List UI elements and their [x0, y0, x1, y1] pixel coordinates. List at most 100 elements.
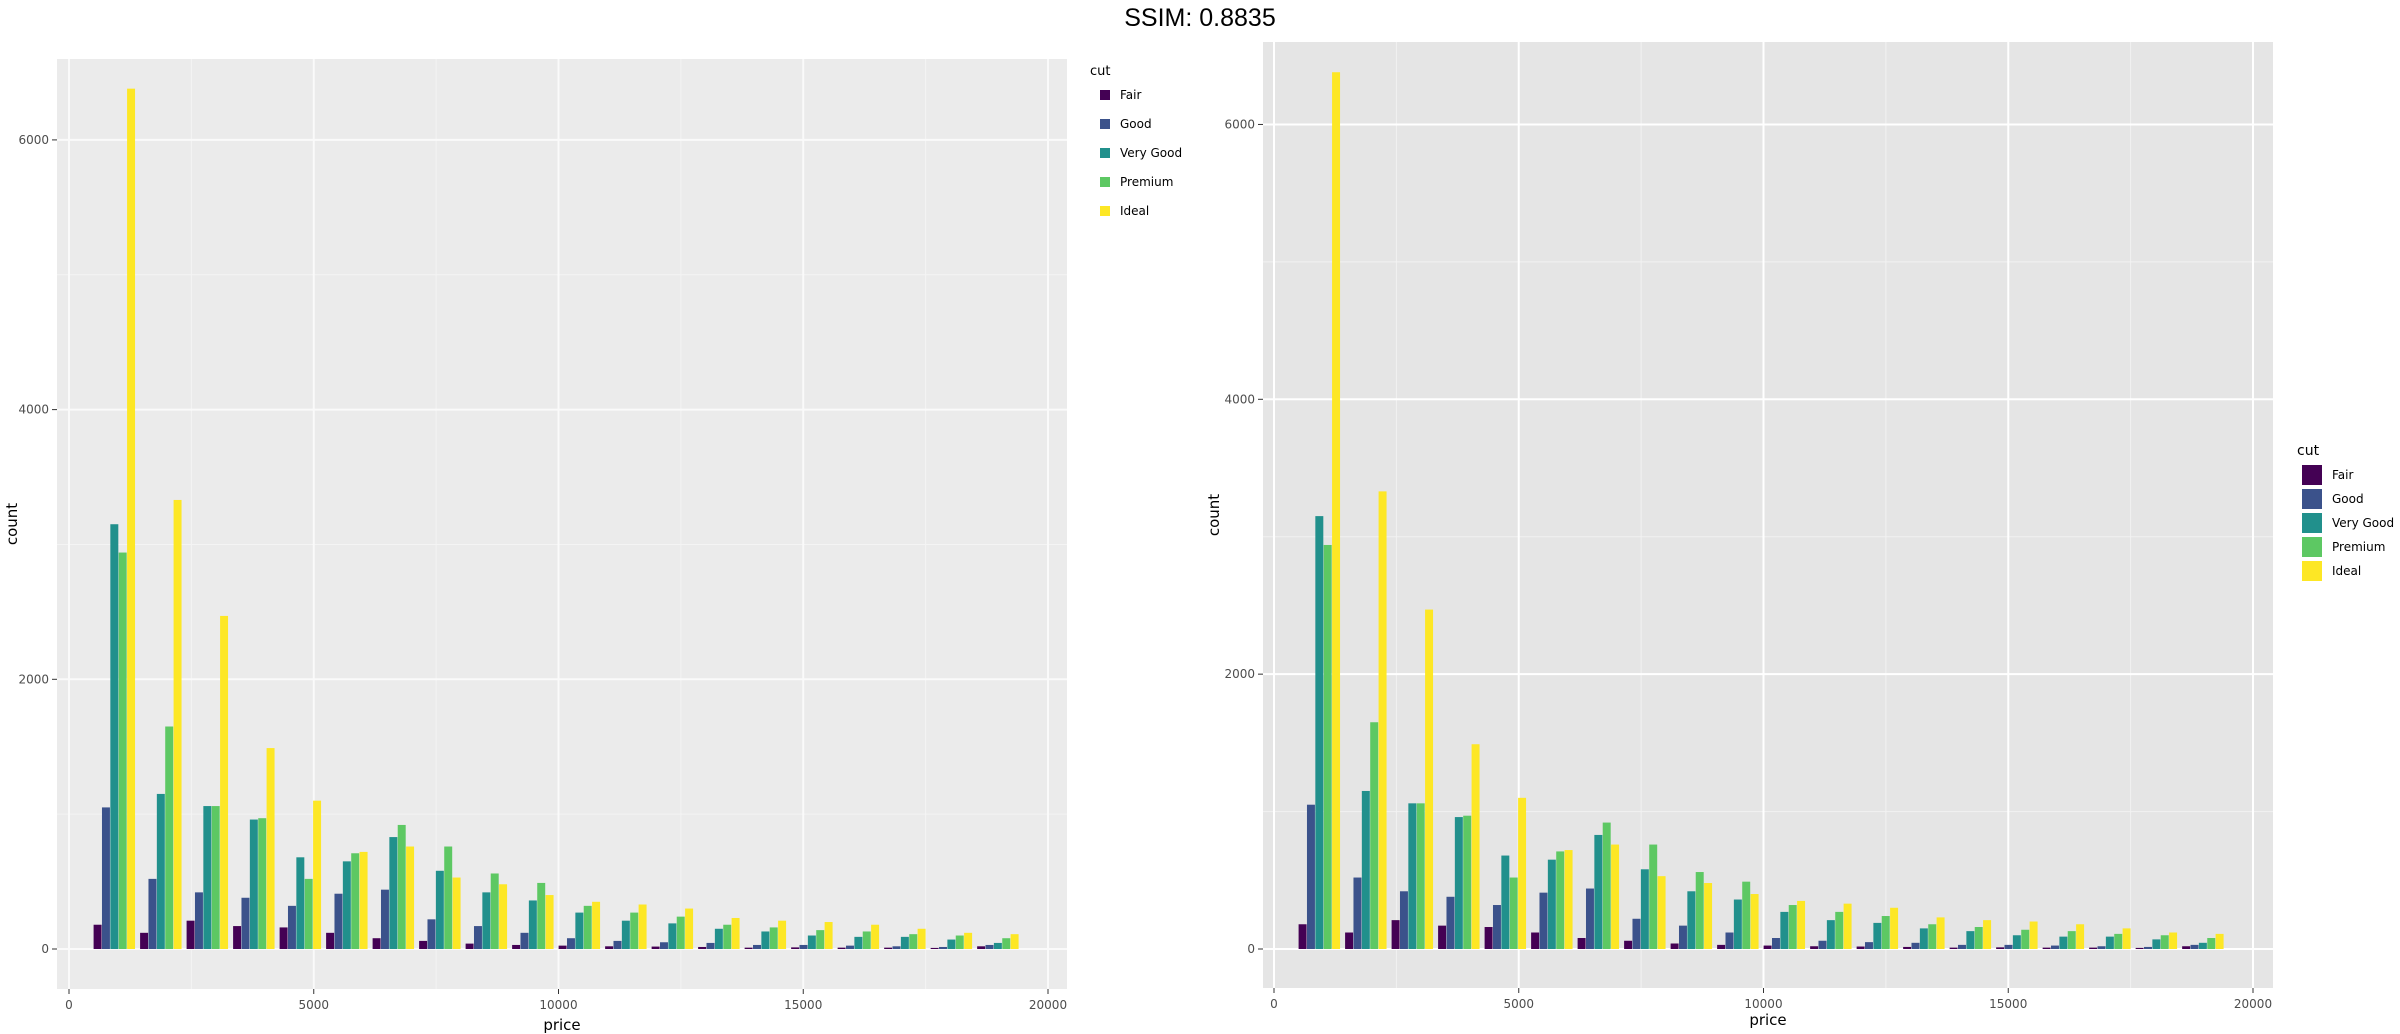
bar-ideal	[1518, 797, 1527, 949]
bar-good	[2051, 945, 2059, 949]
bar-fair	[1577, 938, 1586, 949]
bar-ideal	[1564, 850, 1573, 949]
bar-ideal	[1471, 744, 1480, 949]
legend-key	[2302, 537, 2322, 557]
bar-fair	[1670, 943, 1679, 949]
bar-fair	[1298, 924, 1307, 949]
bar-ideal	[1657, 876, 1666, 949]
y-tick-label: 2000	[18, 672, 49, 686]
bar-fair	[2042, 947, 2051, 949]
bar-ideal	[1797, 900, 1806, 949]
bar-very-good	[2012, 935, 2021, 949]
bar-premium	[490, 873, 499, 949]
bar-very-good	[761, 931, 770, 949]
bar-premium	[351, 853, 360, 949]
legend-key	[2302, 489, 2322, 509]
bar-good	[799, 944, 808, 949]
bar-fair	[279, 927, 288, 949]
bar-fair	[2135, 947, 2144, 949]
bar-premium	[1649, 844, 1658, 949]
bar-good	[892, 946, 901, 949]
bar-very-good	[1361, 790, 1370, 949]
bar-fair	[512, 944, 521, 949]
bar-fair	[1624, 940, 1633, 949]
bar-premium	[2114, 933, 2123, 949]
bar-ideal	[127, 88, 136, 949]
bar-very-good	[714, 928, 723, 949]
bar-ideal	[1010, 934, 1019, 949]
bar-good	[566, 938, 575, 949]
bar-fair	[1996, 947, 2005, 949]
bar-fair	[465, 943, 474, 949]
x-tick-label: 5000	[1503, 997, 1534, 1011]
legend-key	[1100, 90, 1110, 100]
bar-premium	[1002, 938, 1011, 949]
bar-premium	[909, 934, 918, 949]
bar-premium	[165, 726, 174, 949]
bar-good	[1306, 804, 1315, 949]
bar-fair	[1345, 932, 1354, 949]
x-tick-label: 20000	[1029, 998, 1067, 1012]
bar-good	[1958, 944, 1966, 949]
bar-good	[520, 932, 529, 949]
bar-good	[1632, 918, 1641, 949]
bar-premium	[2160, 935, 2169, 949]
bar-premium	[1370, 722, 1379, 949]
x-axis-ticks: 0 5000 10000 15000 20000	[1270, 988, 2272, 1011]
bar-ideal	[685, 908, 694, 949]
bar-ideal	[220, 615, 229, 949]
bar-premium	[211, 806, 220, 949]
bar-ideal	[2169, 932, 2178, 949]
bar-good	[2004, 944, 2013, 949]
bar-ideal	[359, 851, 368, 949]
bar-very-good	[1687, 891, 1696, 949]
bar-good	[1446, 896, 1455, 949]
bar-very-good	[1919, 928, 1928, 949]
bar-fair	[186, 920, 195, 949]
y-tick-label: 6000	[18, 133, 49, 147]
bar-fair	[698, 946, 707, 949]
bar-ideal	[266, 748, 275, 949]
y-axis-title: count	[3, 503, 21, 545]
bar-good	[1725, 932, 1734, 949]
bar-very-good	[296, 857, 305, 949]
bar-ideal	[964, 932, 973, 949]
bar-premium	[1928, 924, 1937, 949]
bar-ideal	[2122, 928, 2131, 949]
legend-label: Ideal	[1120, 204, 1149, 218]
bar-fair	[651, 946, 660, 949]
bar-premium	[676, 916, 685, 949]
bar-very-good	[854, 936, 863, 949]
bar-ideal	[731, 917, 740, 949]
bar-good	[1539, 892, 1548, 949]
bar-ideal	[778, 920, 787, 949]
x-tick-label: 5000	[298, 998, 329, 1012]
bar-good	[101, 807, 110, 949]
bar-premium	[1323, 544, 1332, 949]
bar-premium	[1974, 927, 1983, 949]
bar-ideal	[1611, 844, 1620, 949]
y-tick-label: 0	[1247, 942, 1255, 956]
legend: cut Fair Good Very Good Premium Ideal	[2297, 443, 2394, 581]
y-axis-ticks: 0 2000 4000 6000	[1224, 117, 1263, 956]
bar-fair	[233, 926, 242, 949]
y-axis-ticks: 0 2000 4000 6000	[18, 133, 57, 956]
bar-good	[1353, 877, 1362, 949]
bar-good	[1678, 925, 1687, 949]
bar-very-good	[900, 936, 909, 949]
legend-label: Good	[1120, 117, 1152, 131]
bar-ideal	[1936, 917, 1945, 949]
bar-very-good	[342, 861, 351, 949]
bar-fair	[419, 940, 428, 949]
y-axis-title: count	[1205, 494, 1223, 536]
bar-very-good	[1454, 817, 1463, 949]
bar-fair	[1949, 947, 1958, 949]
chart-right: 0 5000 10000 15000 20000 0 2000 4000 6000 price…	[1205, 42, 2394, 1029]
bar-good	[148, 878, 157, 949]
bar-good	[427, 919, 436, 949]
legend-key	[2302, 561, 2322, 581]
bar-good	[2190, 944, 2199, 949]
bar-very-good	[668, 923, 677, 949]
bar-premium	[1556, 851, 1565, 949]
x-tick-label: 10000	[1744, 997, 1782, 1011]
